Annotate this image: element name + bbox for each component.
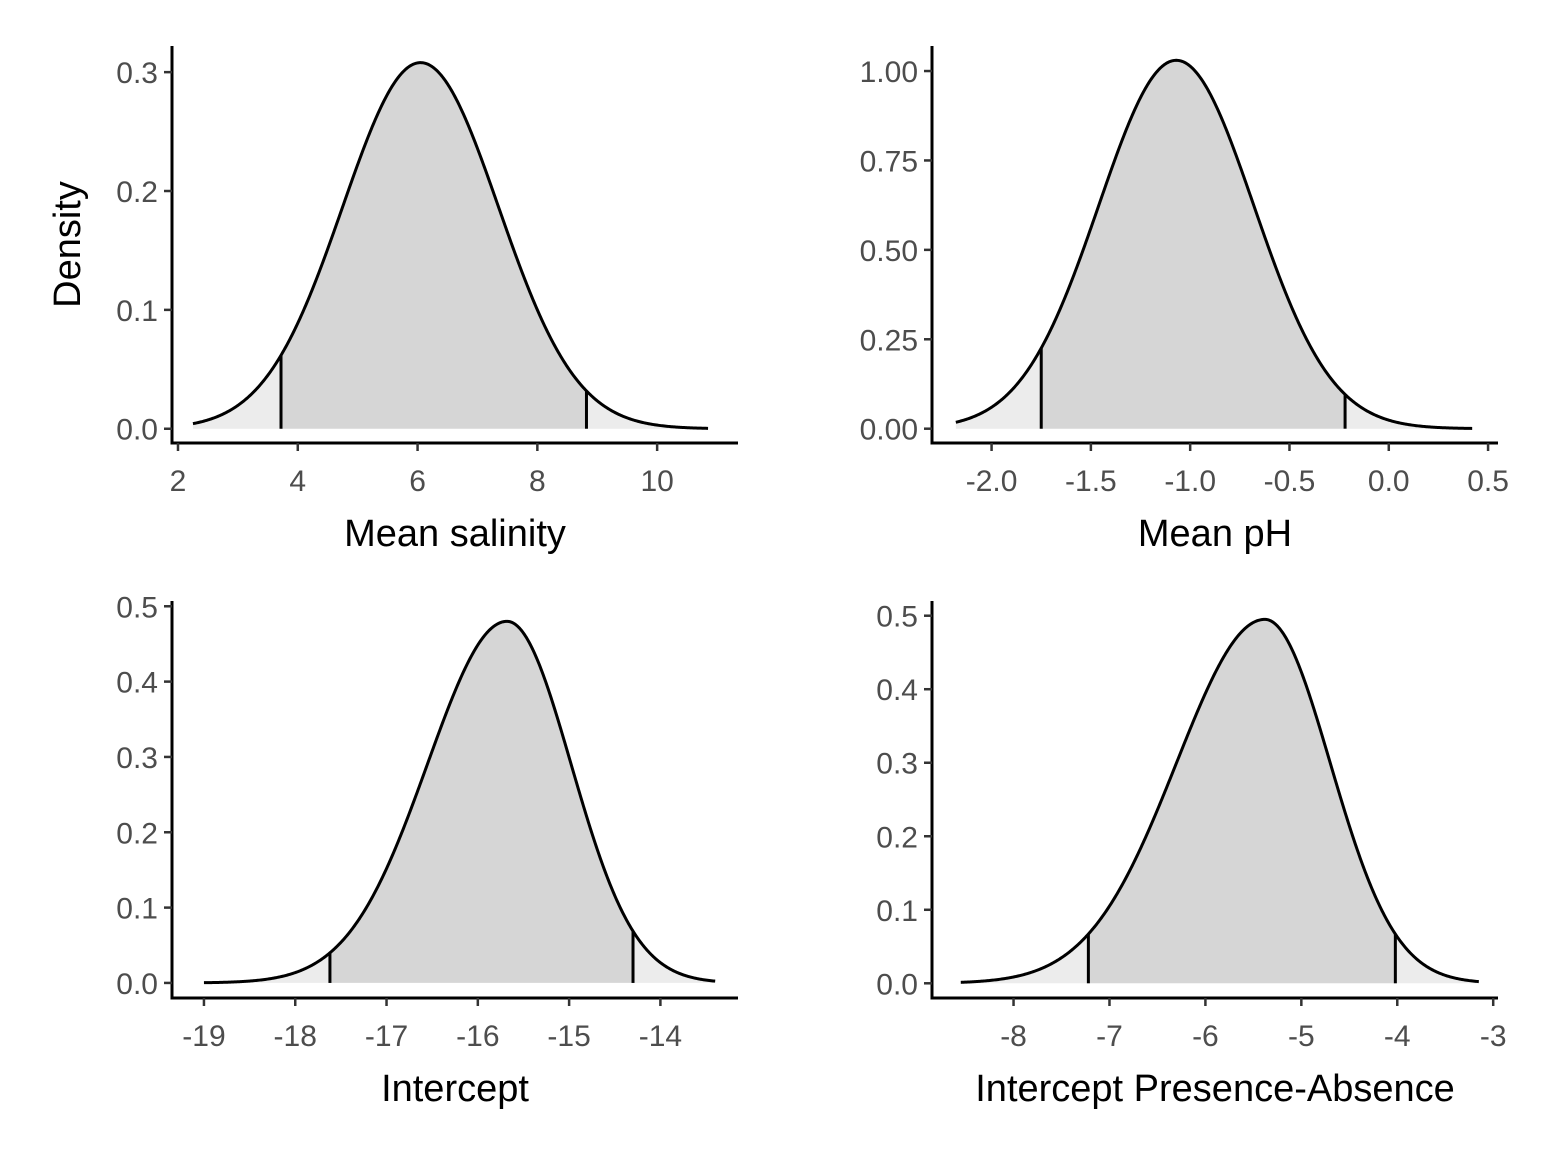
- x-tick-label: 0.0: [1368, 465, 1410, 498]
- x-tick-label: 8: [529, 465, 546, 498]
- x-tick-label: -17: [365, 1020, 408, 1053]
- central-interval-area: [1088, 619, 1396, 984]
- central-interval-area: [329, 621, 634, 983]
- x-tick-label: -18: [274, 1020, 317, 1053]
- density-panel-4: -8 -7 -6 -5 -4 -3 0.0 0.1 0.2 0.3 0.4 0.5 Intercept …: [876, 601, 1506, 1110]
- x-tick-label: 6: [409, 465, 426, 498]
- central-interval-area: [281, 62, 587, 429]
- y-tick-label: 0.0: [116, 414, 158, 447]
- x-tick-label: -16: [456, 1020, 499, 1053]
- left-tail-area: [960, 934, 1089, 984]
- density-panel-3: -19 -18 -17 -16 -15 -14 0.0 0.1 0.2 0.3 0.4 0.5 Inte…: [116, 591, 738, 1110]
- y-tick-label: 0.4: [876, 674, 918, 707]
- y-tick-label: 0.2: [876, 821, 918, 854]
- right-tail-area: [586, 390, 709, 429]
- x-axis-title: Intercept: [381, 1068, 529, 1110]
- density-curve: [960, 617, 1479, 984]
- density-curve: [192, 61, 709, 430]
- x-tick-label: -3: [1480, 1020, 1507, 1053]
- x-tick-label: -15: [547, 1020, 590, 1053]
- y-tick-label: 0.4: [116, 667, 158, 700]
- y-tick-label: 0.0: [876, 968, 918, 1001]
- x-axis-title: Mean pH: [1138, 513, 1292, 555]
- right-tail-area: [1345, 394, 1473, 429]
- x-tick-label: 4: [289, 465, 306, 498]
- x-tick-label: 10: [640, 465, 673, 498]
- y-tick-label: 0.5: [116, 591, 158, 624]
- x-tick-label: -7: [1096, 1020, 1123, 1053]
- y-tick-label: 0.1: [116, 295, 158, 328]
- y-tick-label: 0.3: [116, 57, 158, 90]
- right-tail-area: [633, 931, 716, 983]
- density-curve: [203, 619, 716, 985]
- x-tick-label: -0.5: [1264, 465, 1316, 498]
- right-tail-area: [1395, 934, 1479, 984]
- density-panel-2: -2.0 -1.5 -1.0 -0.5 0.0 0.5 0.00 0.25 0.50 0.75 1.…: [860, 46, 1509, 555]
- x-axis-title: Intercept Presence-Absence: [975, 1068, 1455, 1110]
- y-tick-label: 0.1: [116, 893, 158, 926]
- y-tick-label: 0.50: [860, 235, 918, 268]
- y-tick-label: 0.3: [116, 742, 158, 775]
- x-tick-label: -8: [1000, 1020, 1027, 1053]
- y-tick-label: 0.2: [116, 176, 158, 209]
- y-tick-label: 0.5: [876, 601, 918, 634]
- x-tick-label: -2.0: [966, 465, 1018, 498]
- x-tick-label: -19: [182, 1020, 225, 1053]
- left-tail-area: [955, 348, 1042, 429]
- y-tick-label: 0.0: [116, 968, 158, 1001]
- x-tick-label: 0.5: [1467, 465, 1509, 498]
- x-tick-label: -1.0: [1164, 465, 1216, 498]
- y-tick-label: 0.2: [116, 817, 158, 850]
- x-tick-label: 2: [170, 465, 187, 498]
- x-tick-label: -1.5: [1065, 465, 1117, 498]
- left-tail-area: [203, 952, 330, 983]
- density-curve: [955, 58, 1473, 430]
- x-tick-label: -5: [1288, 1020, 1315, 1053]
- left-tail-area: [192, 355, 282, 429]
- y-tick-label: 0.1: [876, 895, 918, 928]
- x-tick-label: -4: [1384, 1020, 1411, 1053]
- y-axis-title: Density: [47, 181, 89, 308]
- y-tick-label: 0.3: [876, 748, 918, 781]
- y-tick-label: 0.75: [860, 145, 918, 178]
- central-interval-area: [1041, 60, 1346, 429]
- y-tick-label: 0.25: [860, 324, 918, 357]
- x-tick-label: -14: [639, 1020, 682, 1053]
- x-tick-label: -6: [1192, 1020, 1219, 1053]
- y-tick-label: 1.00: [860, 56, 918, 89]
- x-axis-title: Mean salinity: [344, 513, 566, 555]
- density-panel-1: 2 4 6 8 10 0.0 0.1 0.2 0.3 Mean salinity Density: [47, 46, 738, 555]
- y-tick-label: 0.00: [860, 414, 918, 447]
